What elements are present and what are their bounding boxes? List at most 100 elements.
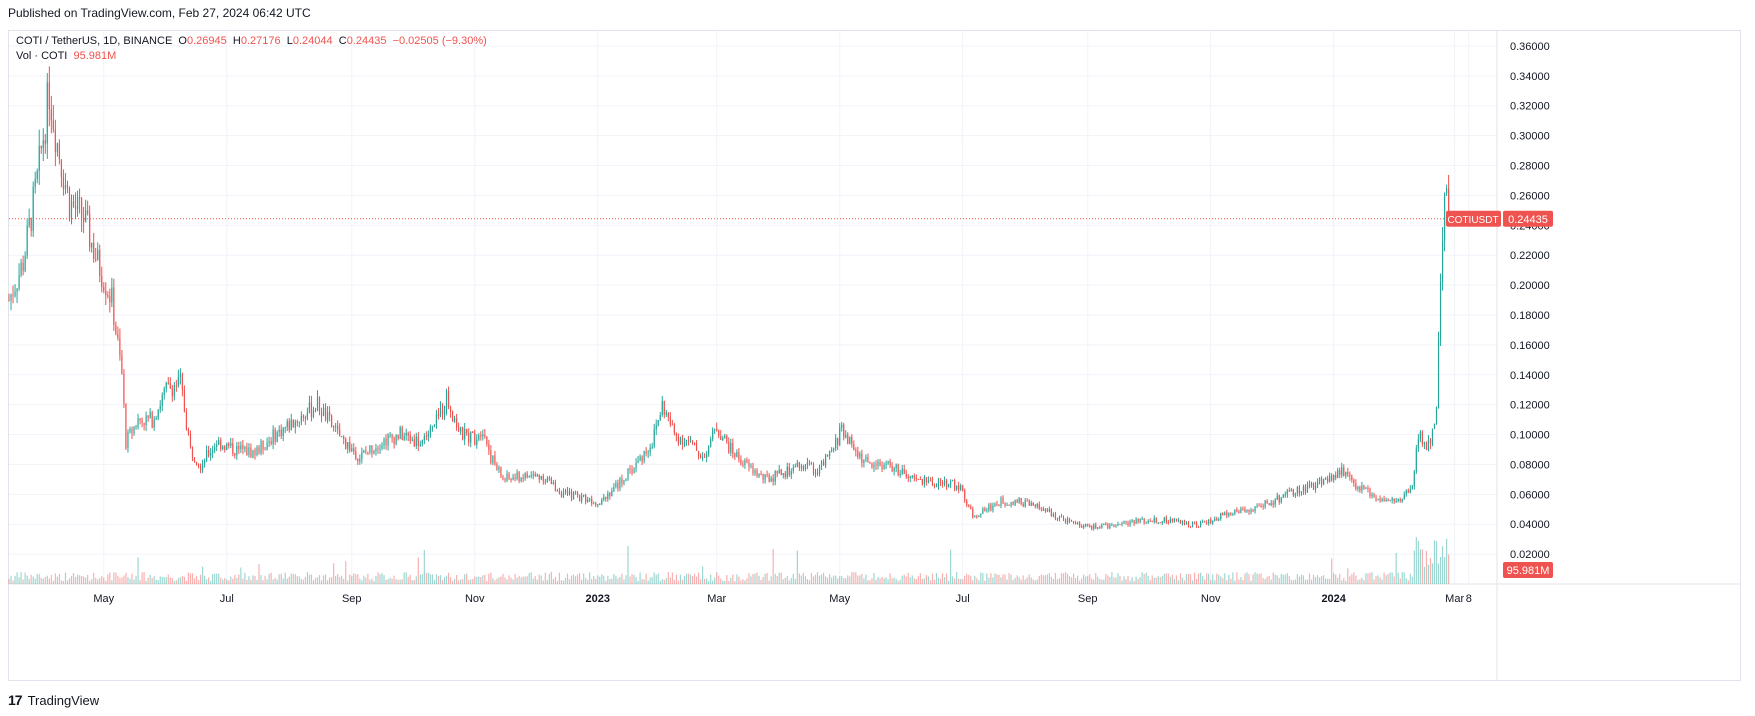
volume-bar <box>952 576 954 584</box>
volume-bar <box>1095 572 1097 584</box>
candle-body <box>1296 487 1298 494</box>
volume-bar <box>95 577 97 584</box>
volume-bar <box>538 574 540 584</box>
candle-body <box>897 464 899 476</box>
candle-body <box>292 419 294 428</box>
volume-bar <box>1024 579 1026 584</box>
candle-body <box>141 420 143 423</box>
candle-body <box>818 465 821 474</box>
candle-body <box>1343 467 1345 477</box>
candle-body <box>958 485 960 490</box>
candle-body <box>409 435 411 441</box>
candle-body <box>851 436 853 445</box>
candle-body <box>1415 448 1417 472</box>
candle-body <box>175 385 177 387</box>
volume-bar <box>189 573 192 584</box>
candle-body <box>663 400 665 415</box>
volume-bar <box>1242 579 1244 584</box>
volume-bar <box>706 578 708 584</box>
volume-bar <box>530 572 532 584</box>
y-tick-label: 0.26000 <box>1510 190 1550 202</box>
volume-bar <box>883 578 885 584</box>
volume-bar <box>339 576 341 584</box>
volume-bar <box>861 573 863 584</box>
volume-bar <box>242 578 244 584</box>
brand-name: TradingView <box>27 692 100 708</box>
volume-bar <box>546 579 548 584</box>
candle-body <box>1030 502 1032 506</box>
candle-body <box>587 499 589 502</box>
volume-bar <box>772 549 774 584</box>
volume-bar <box>1149 579 1151 584</box>
volume-bar <box>1260 573 1262 584</box>
chart-frame[interactable] <box>8 30 1741 681</box>
volume-bar <box>1036 579 1038 584</box>
candle-body <box>1070 520 1073 522</box>
candle-body <box>411 439 413 441</box>
volume-bar <box>391 578 393 584</box>
volume-bar <box>496 578 498 584</box>
volume-bar <box>87 574 89 584</box>
volume-bar <box>1115 577 1117 584</box>
volume-bar <box>512 579 514 584</box>
candle-body <box>462 427 464 440</box>
candle-body <box>831 449 833 451</box>
volume-bar <box>236 577 238 584</box>
candle-body <box>708 446 710 455</box>
volume-bar <box>939 578 942 584</box>
candle-body <box>429 426 431 435</box>
volume-bar <box>992 577 994 584</box>
volume-bar <box>451 580 454 584</box>
candle-body <box>441 408 444 415</box>
volume-bar <box>780 572 782 584</box>
volume-bar <box>516 577 518 584</box>
volume-bar <box>413 580 415 584</box>
candle-body <box>855 450 857 452</box>
candle-body <box>1300 491 1303 494</box>
volume-bar <box>40 577 42 584</box>
candle-body <box>1177 520 1180 522</box>
volume-bar <box>26 575 28 584</box>
volume-bar <box>1191 580 1194 584</box>
volume-bar <box>68 578 71 584</box>
candle-body <box>881 465 883 470</box>
volume-bar <box>1407 580 1409 584</box>
candle-body <box>1006 504 1008 506</box>
y-tick-label: 0.28000 <box>1510 161 1550 173</box>
volume-bar <box>163 577 165 584</box>
candle-body <box>1193 522 1196 524</box>
candle-body <box>345 438 347 449</box>
candle-body <box>1129 521 1131 526</box>
volume-bar <box>917 576 919 584</box>
candle-body <box>419 443 421 446</box>
candle-body <box>871 463 873 468</box>
candle-body <box>347 441 349 449</box>
volume-bar <box>399 579 401 584</box>
candle-body <box>1143 518 1145 523</box>
candle-body <box>1183 520 1186 524</box>
volume-bar <box>697 572 700 584</box>
candle-body <box>1276 495 1278 500</box>
x-tick-label: May <box>93 593 114 605</box>
volume-bar <box>272 579 274 584</box>
volume-bar <box>855 572 857 584</box>
candle-body <box>595 503 597 505</box>
volume-bar <box>1234 580 1236 584</box>
candle-body <box>964 490 966 501</box>
candle-body <box>974 516 976 518</box>
volume-bar <box>205 579 208 584</box>
candle-body <box>810 462 813 465</box>
legend-change: −0.02505 (−9.30%) <box>392 35 487 47</box>
volume-bar <box>117 575 119 584</box>
candle-body <box>1147 520 1149 523</box>
candle-body <box>1429 439 1432 444</box>
volume-bar <box>145 580 147 584</box>
candle-body <box>1292 489 1294 496</box>
volume-bar <box>524 576 526 584</box>
volume-bar <box>1427 564 1430 584</box>
volume-bar <box>1357 580 1359 584</box>
footer-branding[interactable]: 17 TradingView <box>8 692 99 708</box>
y-tick-label: 0.32000 <box>1510 101 1550 113</box>
volume-bar <box>50 575 52 584</box>
